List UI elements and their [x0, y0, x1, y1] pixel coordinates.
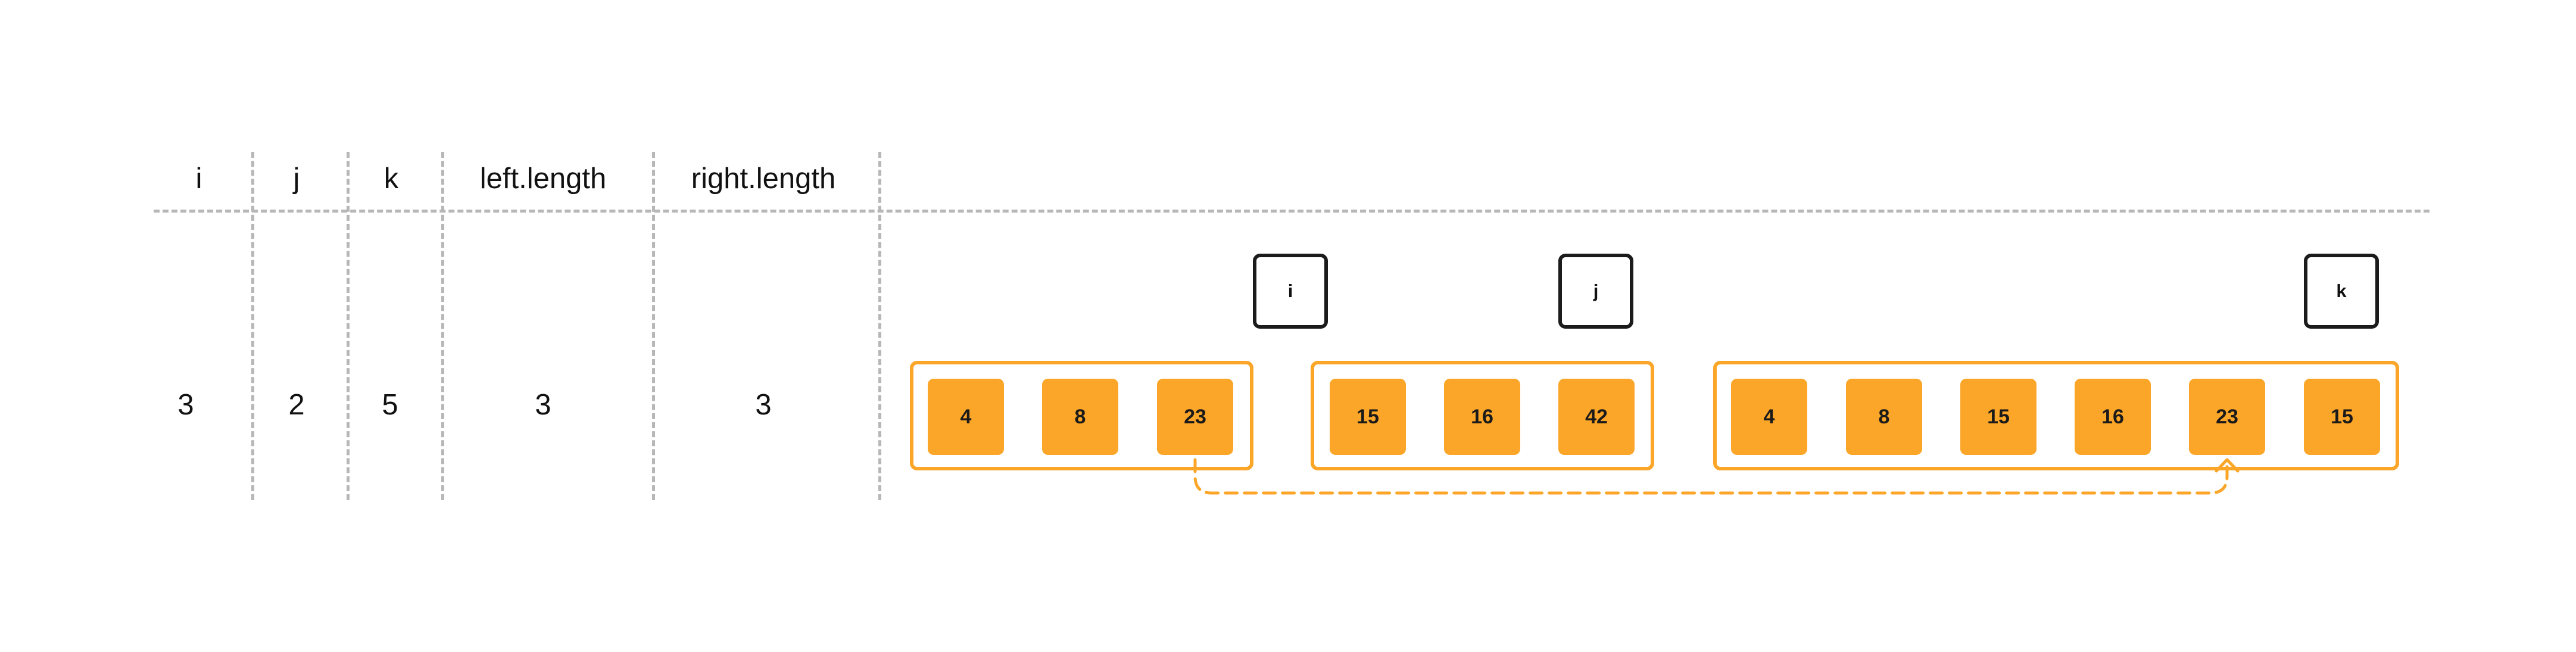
header-j: j: [293, 163, 300, 195]
header-divider: [154, 210, 2430, 213]
value-k: 5: [382, 389, 398, 421]
column-divider-2: [347, 152, 350, 500]
column-divider-3: [441, 152, 444, 500]
column-divider-1: [251, 152, 254, 500]
merged-cell: 15: [2304, 379, 2380, 455]
pointer-k-label: k: [2336, 280, 2347, 301]
pointer-j: j: [1558, 254, 1633, 329]
left-cell: 4: [928, 379, 1004, 455]
right-cell: 16: [1444, 379, 1520, 455]
right-cell: 42: [1558, 379, 1635, 455]
pointer-i: i: [1253, 254, 1328, 329]
value-left-length: 3: [535, 389, 551, 421]
merged-cell: 8: [1846, 379, 1922, 455]
header-k: k: [383, 163, 399, 195]
left-cell: 23: [1157, 379, 1233, 455]
column-divider-5: [878, 152, 881, 500]
header-right-length: right.length: [691, 163, 836, 195]
right-cell: 15: [1330, 379, 1406, 455]
header-i: i: [195, 163, 202, 195]
left-cell: 8: [1042, 379, 1118, 455]
value-j: 2: [288, 389, 305, 421]
merged-cell: 4: [1731, 379, 1807, 455]
pointer-j-label: j: [1593, 280, 1599, 301]
merged-cell: 15: [1960, 379, 2037, 455]
pointer-k: k: [2304, 254, 2379, 329]
column-divider-4: [652, 152, 655, 500]
left-array: [910, 361, 1253, 470]
value-right-length: 3: [755, 389, 772, 421]
header-left-length: left.length: [479, 163, 607, 195]
value-i: 3: [177, 389, 194, 421]
merged-array: [1713, 361, 2399, 470]
merged-cell: 16: [2075, 379, 2151, 455]
pointer-i-label: i: [1287, 280, 1293, 301]
merged-cell: 23: [2189, 379, 2265, 455]
